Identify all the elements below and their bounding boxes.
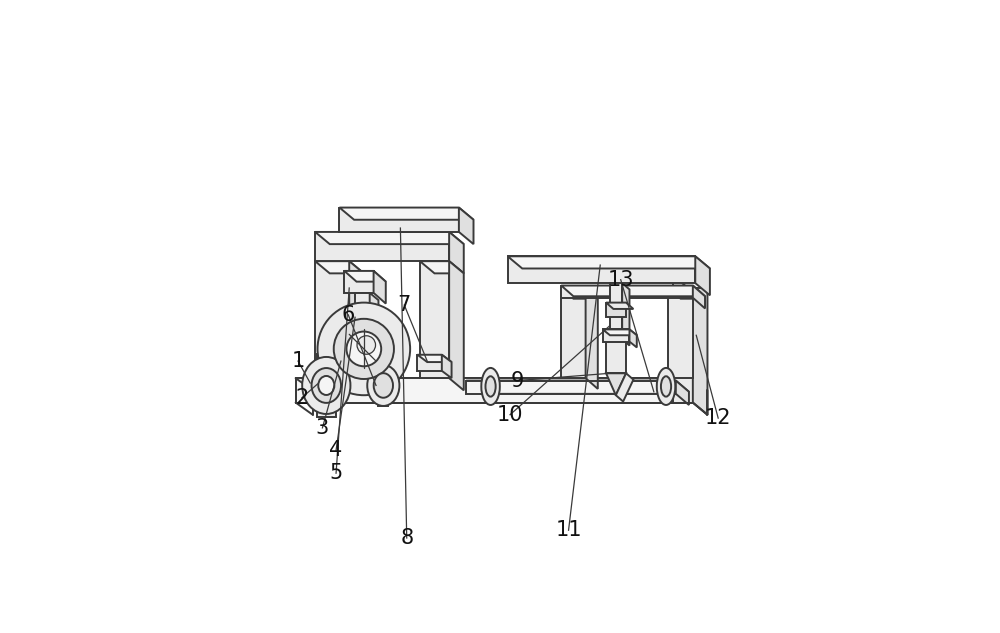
Polygon shape xyxy=(355,293,370,329)
Polygon shape xyxy=(508,256,710,268)
Polygon shape xyxy=(378,365,388,406)
Polygon shape xyxy=(603,329,637,335)
Text: 2: 2 xyxy=(295,387,309,408)
Polygon shape xyxy=(315,232,449,261)
Ellipse shape xyxy=(318,376,334,395)
Ellipse shape xyxy=(312,368,341,403)
Polygon shape xyxy=(561,288,586,378)
Polygon shape xyxy=(344,271,386,282)
Polygon shape xyxy=(673,276,707,288)
Ellipse shape xyxy=(661,376,671,397)
Text: 4: 4 xyxy=(329,441,343,460)
Polygon shape xyxy=(317,354,336,417)
Polygon shape xyxy=(603,329,629,342)
Polygon shape xyxy=(586,288,598,389)
Polygon shape xyxy=(449,261,464,391)
Polygon shape xyxy=(296,378,707,391)
Polygon shape xyxy=(466,380,676,394)
Polygon shape xyxy=(693,285,705,308)
Polygon shape xyxy=(695,256,710,295)
Polygon shape xyxy=(673,276,693,403)
Polygon shape xyxy=(606,303,633,309)
Text: 6: 6 xyxy=(342,305,355,325)
Polygon shape xyxy=(561,288,598,299)
Polygon shape xyxy=(315,232,464,244)
Polygon shape xyxy=(629,329,637,348)
Text: 5: 5 xyxy=(329,463,343,483)
Ellipse shape xyxy=(657,368,675,405)
Text: 7: 7 xyxy=(398,295,411,315)
Polygon shape xyxy=(339,208,459,232)
Text: 10: 10 xyxy=(497,404,523,425)
Text: 13: 13 xyxy=(607,270,634,290)
Polygon shape xyxy=(693,276,707,415)
Polygon shape xyxy=(610,283,622,339)
Ellipse shape xyxy=(357,335,376,354)
Text: 1: 1 xyxy=(291,351,305,371)
Polygon shape xyxy=(417,354,452,362)
Ellipse shape xyxy=(346,332,381,367)
Polygon shape xyxy=(420,261,464,273)
Polygon shape xyxy=(339,208,474,220)
Polygon shape xyxy=(442,354,452,378)
Polygon shape xyxy=(676,380,689,405)
Ellipse shape xyxy=(374,373,393,398)
Text: 3: 3 xyxy=(316,418,329,438)
Polygon shape xyxy=(370,293,378,337)
Ellipse shape xyxy=(318,303,410,395)
Polygon shape xyxy=(420,261,449,378)
Polygon shape xyxy=(296,378,693,403)
Ellipse shape xyxy=(481,368,500,405)
Polygon shape xyxy=(459,208,474,244)
Polygon shape xyxy=(374,271,386,304)
Polygon shape xyxy=(606,373,626,395)
Polygon shape xyxy=(561,285,693,298)
Ellipse shape xyxy=(334,319,394,379)
Polygon shape xyxy=(344,271,374,293)
Polygon shape xyxy=(315,261,364,273)
Polygon shape xyxy=(693,378,707,415)
Polygon shape xyxy=(606,339,626,373)
Polygon shape xyxy=(561,285,705,296)
Text: 9: 9 xyxy=(511,370,524,391)
Polygon shape xyxy=(508,256,695,283)
Text: 11: 11 xyxy=(555,520,582,540)
Polygon shape xyxy=(622,283,629,346)
Polygon shape xyxy=(616,373,633,401)
Polygon shape xyxy=(606,303,626,317)
Polygon shape xyxy=(466,380,689,392)
Ellipse shape xyxy=(367,365,399,406)
Polygon shape xyxy=(449,232,464,273)
Polygon shape xyxy=(668,288,705,299)
Ellipse shape xyxy=(302,357,350,414)
Ellipse shape xyxy=(485,376,496,397)
Text: 8: 8 xyxy=(400,528,413,548)
Polygon shape xyxy=(349,261,364,391)
Polygon shape xyxy=(668,288,693,378)
Polygon shape xyxy=(315,261,349,378)
Polygon shape xyxy=(417,354,442,371)
Text: 12: 12 xyxy=(705,408,731,428)
